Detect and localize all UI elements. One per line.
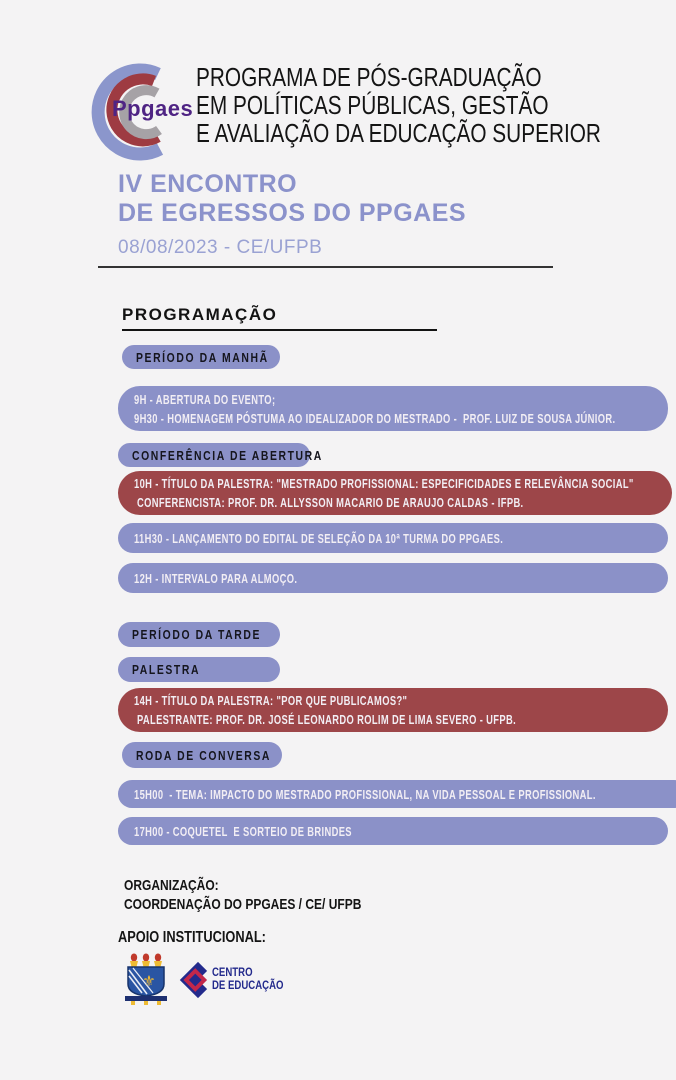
event-title-line: DE EGRESSOS DO PPGAES (118, 199, 467, 227)
event-title-line: IV ENCONTRO (118, 170, 298, 198)
ufpb-crest-icon: ⚜ (125, 953, 167, 1010)
ppgaes-logo: Ppgaes (88, 62, 193, 162)
program-title-line: EM POLÍTICAS PÚBLICAS, GESTÃO (196, 90, 549, 120)
event-date: 08/08/2023 - CE/UFPB (118, 237, 323, 258)
schedule-item-9h: 9H - ABERTURA DO EVENTO; 9H30 - HOMENAGE… (118, 386, 668, 431)
organization-block: ORGANIZAÇÃO: COORDENAÇÃO DO PPGAES / CE/… (124, 876, 421, 914)
schedule-item-10h: 10H - TÍTULO DA PALESTRA: "MESTRADO PROF… (118, 471, 672, 515)
schedule-heading: PROGRAMAÇÃO (122, 305, 278, 324)
centro-educacao-icon (178, 960, 220, 1005)
pill-morning: PERÍODO DA MANHÃ (122, 345, 280, 369)
ppgaes-arcs-icon (88, 63, 193, 166)
pill-afternoon: PERÍODO DA TARDE (118, 622, 280, 647)
program-title-line: PROGRAMA DE PÓS-GRADUAÇÃO (196, 62, 542, 92)
ppgaes-logo-text: Ppgaes (112, 96, 194, 121)
program-title: PROGRAMA DE PÓS-GRADUAÇÃO EM POLÍTICAS P… (196, 63, 676, 147)
event-title: IV ENCONTRO DE EGRESSOS DO PPGAES (118, 170, 466, 228)
pill-opening-conference: CONFERÊNCIA DE ABERTURA (118, 443, 321, 467)
organization-label: ORGANIZAÇÃO: (124, 877, 219, 894)
schedule-heading-underline (122, 329, 437, 331)
organization-value: COORDENAÇÃO DO PPGAES / CE/ UFPB (124, 896, 362, 913)
schedule-item-15h: 15H00 - TEMA: IMPACTO DO MESTRADO PROFIS… (118, 780, 676, 808)
header-divider (98, 266, 553, 268)
svg-text:⚜: ⚜ (142, 973, 155, 990)
schedule-item-14h: 14H - TÍTULO DA PALESTRA: "POR QUE PUBLI… (118, 688, 668, 732)
pill-lecture: PALESTRA (118, 657, 280, 682)
schedule-item-17h: 17H00 - COQUETEL E SORTEIO DE BRINDES (118, 817, 668, 845)
schedule-item-11h30: 11H30 - LANÇAMENTO DO EDITAL DE SELEÇÃO … (118, 523, 668, 553)
centro-educacao-text: CENTRO DE EDUCAÇÃO (212, 965, 284, 992)
schedule-item-12h: 12H - INTERVALO PARA ALMOÇO. (118, 563, 668, 593)
support-label: APOIO INSTITUCIONAL: (118, 929, 266, 946)
pill-round-table: RODA DE CONVERSA (122, 742, 282, 768)
program-title-line: E AVALIAÇÃO DA EDUCAÇÃO SUPERIOR (196, 118, 601, 148)
